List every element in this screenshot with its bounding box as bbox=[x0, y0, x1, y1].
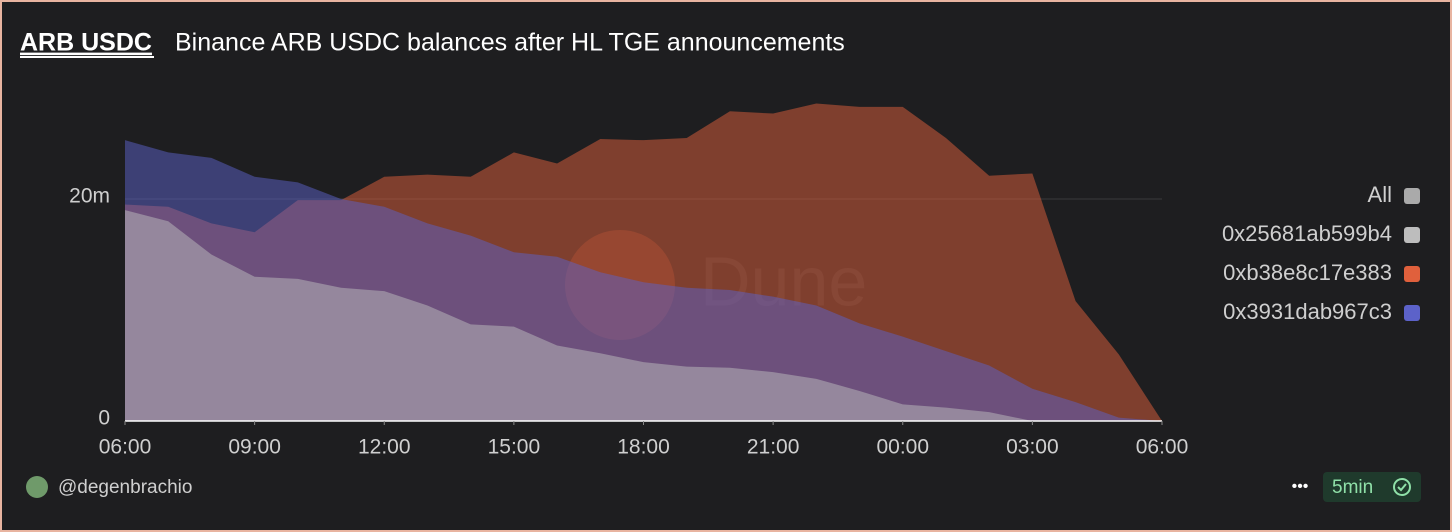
legend-swatch[interactable] bbox=[1404, 266, 1420, 282]
chart-title: Binance ARB USDC balances after HL TGE a… bbox=[175, 29, 845, 57]
author[interactable]: @degenbrachio bbox=[58, 477, 192, 498]
legend-swatch[interactable] bbox=[1404, 188, 1420, 204]
legend-label: 0x25681ab599b4 bbox=[1222, 221, 1392, 246]
x-tick-label: 03:00 bbox=[1006, 436, 1059, 459]
menu[interactable]: ••• bbox=[1292, 478, 1309, 495]
refresh-badge[interactable] bbox=[1323, 472, 1421, 502]
refresh-label: 5min bbox=[1332, 477, 1373, 498]
check-icon bbox=[1393, 478, 1411, 496]
x-tick-label: 06:00 bbox=[99, 436, 152, 459]
area bbox=[125, 210, 1162, 421]
x-tick-label: 15:00 bbox=[488, 436, 541, 459]
legend-swatch[interactable] bbox=[1404, 227, 1420, 243]
y-tick-label: 0 bbox=[98, 407, 110, 430]
legend-label: 0xb38e8c17e383 bbox=[1223, 260, 1392, 285]
legend-label: 0x3931dab967c3 bbox=[1223, 299, 1392, 324]
x-tick-label: 06:00 bbox=[1136, 436, 1189, 459]
plot: Dune020m06:0009:0012:0015:0018:0021:0000… bbox=[69, 103, 1420, 459]
legend-label: All bbox=[1368, 182, 1392, 207]
query-title[interactable]: ARB USDC bbox=[20, 29, 152, 57]
check-mark bbox=[1397, 483, 1407, 492]
x-tick-label: 18:00 bbox=[617, 436, 670, 459]
avatar[interactable] bbox=[26, 476, 48, 498]
x-tick-label: 00:00 bbox=[876, 436, 929, 459]
y-tick-label: 20m bbox=[69, 185, 110, 208]
legend-swatch[interactable] bbox=[1404, 305, 1420, 321]
x-tick-label: 12:00 bbox=[358, 436, 411, 459]
x-tick-label: 09:00 bbox=[228, 436, 281, 459]
x-tick-label: 21:00 bbox=[747, 436, 800, 459]
